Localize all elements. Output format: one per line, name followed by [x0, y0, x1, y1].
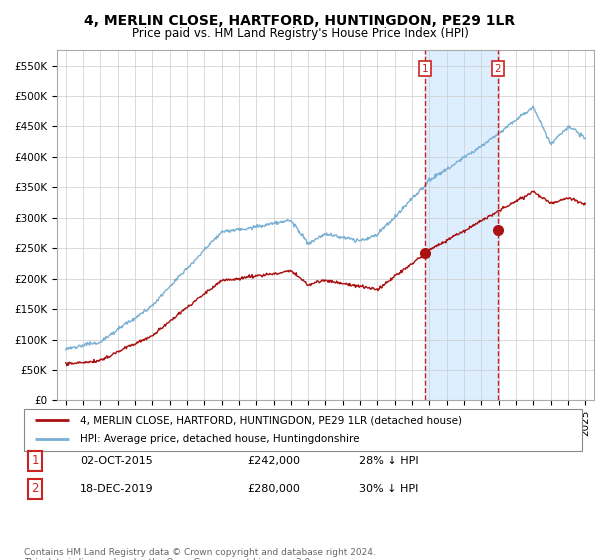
- Text: 30% ↓ HPI: 30% ↓ HPI: [359, 484, 418, 493]
- Text: 4, MERLIN CLOSE, HARTFORD, HUNTINGDON, PE29 1LR (detached house): 4, MERLIN CLOSE, HARTFORD, HUNTINGDON, P…: [80, 415, 462, 425]
- Text: Price paid vs. HM Land Registry's House Price Index (HPI): Price paid vs. HM Land Registry's House …: [131, 27, 469, 40]
- Text: 2: 2: [495, 64, 502, 74]
- Text: 02-OCT-2015: 02-OCT-2015: [80, 456, 152, 466]
- Text: 4, MERLIN CLOSE, HARTFORD, HUNTINGDON, PE29 1LR: 4, MERLIN CLOSE, HARTFORD, HUNTINGDON, P…: [85, 14, 515, 28]
- Text: Contains HM Land Registry data © Crown copyright and database right 2024.
This d: Contains HM Land Registry data © Crown c…: [24, 548, 376, 560]
- Text: 2: 2: [31, 482, 39, 495]
- Text: HPI: Average price, detached house, Huntingdonshire: HPI: Average price, detached house, Hunt…: [80, 435, 359, 445]
- Text: 28% ↓ HPI: 28% ↓ HPI: [359, 456, 418, 466]
- Text: 18-DEC-2019: 18-DEC-2019: [80, 484, 154, 493]
- Text: 1: 1: [31, 454, 39, 468]
- Bar: [425, 50, 498, 400]
- Text: £280,000: £280,000: [247, 484, 300, 493]
- FancyBboxPatch shape: [24, 409, 582, 451]
- Text: 1: 1: [422, 64, 428, 74]
- Text: £242,000: £242,000: [247, 456, 300, 466]
